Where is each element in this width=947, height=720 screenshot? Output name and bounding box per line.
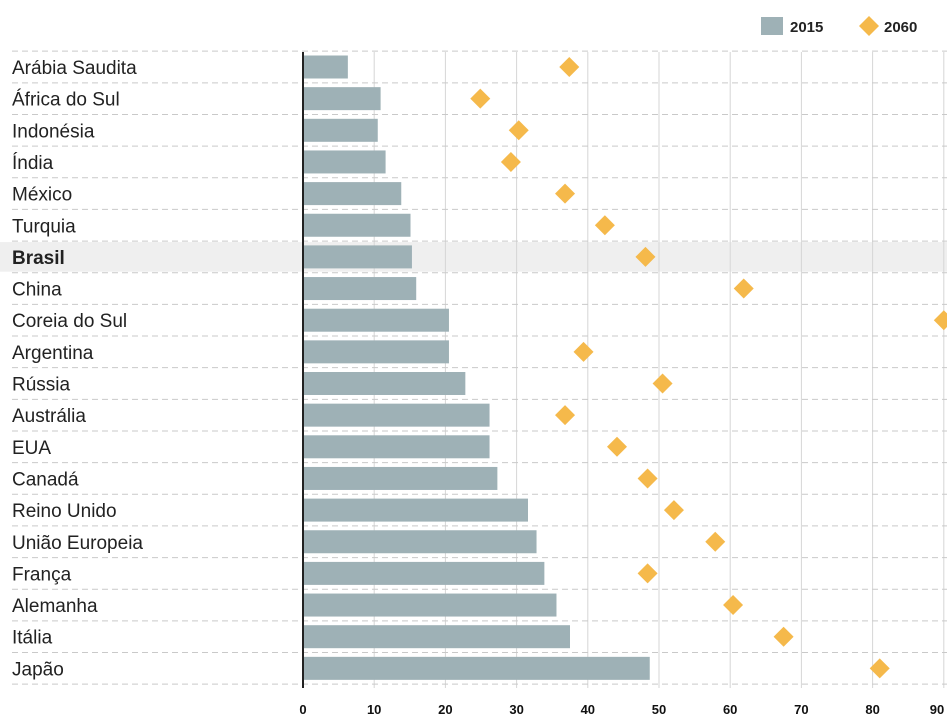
category-label-africa-do-sul: África do Sul (12, 90, 120, 111)
marker-2060-brasil (635, 246, 656, 267)
category-label-indonesia: Indonésia (12, 121, 95, 142)
tick-label-10: 10 (367, 702, 381, 717)
category-label-china: China (12, 280, 62, 301)
legend-label-2060: 2060 (884, 19, 917, 36)
marker-2060-indonesia (508, 120, 529, 141)
bar-2015-mexico (303, 182, 402, 206)
marker-2060-russia (652, 373, 673, 394)
bar-2015-italia (303, 625, 570, 649)
tick-label-60: 60 (723, 702, 737, 717)
category-label-turquia: Turquia (12, 216, 76, 237)
category-label-australia: Austrália (12, 406, 86, 427)
tick-label-30: 30 (509, 702, 523, 717)
marker-2060-india (500, 151, 521, 172)
category-label-canada: Canadá (12, 469, 79, 490)
bar-2015-reino-unido (303, 498, 528, 522)
bar-2015-argentina (303, 340, 449, 364)
category-label-japao: Japão (12, 659, 64, 680)
bar-2015-canada (303, 466, 498, 490)
bar-2015-russia (303, 372, 466, 395)
x-tick-labels: 0 10 20 30 40 50 60 70 80 90 (299, 702, 944, 717)
tick-label-80: 80 (865, 702, 879, 717)
category-label-reino-unido: Reino Unido (12, 501, 117, 522)
bar-2015-arabia-saudita (303, 55, 348, 79)
grid-layer (12, 50, 947, 688)
tick-label-90: 90 (930, 702, 944, 717)
bar-2015-africa-do-sul (303, 87, 381, 111)
category-label-alemanha: Alemanha (12, 596, 98, 617)
tick-label-20: 20 (438, 702, 452, 717)
legend-swatch-2060 (859, 16, 879, 36)
highlight-band-layer (0, 242, 947, 272)
legend: 2015 2060 (761, 16, 917, 36)
legend-label-2015: 2015 (790, 19, 823, 36)
marker-2060-italia (773, 626, 794, 647)
marker-2060-canada (637, 468, 658, 489)
tick-label-70: 70 (794, 702, 808, 717)
category-label-mexico: México (12, 185, 72, 206)
bar-2015-alemanha (303, 593, 557, 617)
marker-2060-china (733, 278, 754, 299)
bar-2015-eua (303, 435, 490, 459)
bar-2015-coreia-do-sul (303, 308, 449, 332)
category-label-eua: EUA (12, 438, 51, 459)
marker-2060-argentina (573, 341, 594, 362)
marker-2060-alemanha (723, 595, 744, 616)
bar-2015-indonesia (303, 118, 378, 142)
marker-2060-mexico (555, 183, 576, 204)
category-label-uniao-europeia: União Europeia (12, 533, 143, 554)
marker-2060-turquia (594, 215, 615, 236)
bar-2015-turquia (303, 213, 411, 237)
tick-label-40: 40 (581, 702, 595, 717)
marker-2060-arabia-saudita (559, 57, 580, 77)
bars-2015 (303, 55, 650, 680)
highlight-band-brasil (0, 242, 947, 272)
marker-2060-australia (555, 405, 576, 426)
category-label-russia: Rússia (12, 375, 71, 396)
tick-label-50: 50 (652, 702, 666, 717)
marker-2060-uniao-europeia (705, 531, 726, 552)
bar-2015-australia (303, 403, 490, 427)
markers-2060 (470, 57, 947, 679)
category-label-argentina: Argentina (12, 343, 94, 364)
legend-swatch-2015 (761, 17, 783, 35)
bar-2015-franca (303, 561, 545, 585)
tick-label-0: 0 (299, 702, 306, 717)
marker-2060-coreia-do-sul (933, 310, 947, 331)
category-label-arabia-saudita: Arábia Saudita (12, 58, 137, 79)
category-label-italia: Itália (12, 628, 53, 649)
category-label-india: Índia (12, 153, 54, 174)
category-label-coreia-do-sul: Coreia do Sul (12, 311, 127, 332)
category-labels: Arábia Saudita África do Sul Indonésia Índi… (12, 58, 143, 680)
bar-2015-uniao-europeia (303, 530, 537, 554)
marker-2060-eua (606, 436, 627, 457)
marker-2060-franca (637, 563, 658, 584)
category-label-franca: França (12, 564, 72, 585)
category-label-brasil: Brasil (12, 248, 65, 269)
marker-2060-japao (869, 658, 890, 679)
bar-2015-india (303, 150, 386, 174)
marker-2060-reino-unido (663, 500, 684, 521)
bar-2015-japao (303, 656, 650, 680)
marker-2060-africa-do-sul (470, 88, 491, 109)
bar-2015-brasil (303, 245, 412, 269)
bar-2015-china (303, 277, 417, 301)
